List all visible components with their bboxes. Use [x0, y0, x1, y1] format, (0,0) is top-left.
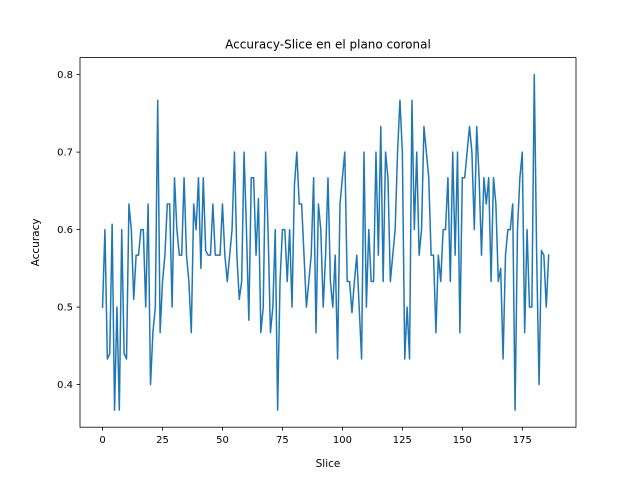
x-tick-label: 25 [156, 435, 169, 446]
y-axis: 0.4 0.5 0.6 0.7 0.8 [57, 70, 80, 391]
y-tick-label: 0.6 [57, 225, 73, 236]
x-tick-label: 75 [276, 435, 289, 446]
x-tick-label: 0 [99, 435, 105, 446]
axes-frame [79, 57, 577, 428]
plot-area [101, 73, 550, 411]
x-axis: 0 25 50 75 100 125 150 175 [99, 427, 532, 446]
x-tick-label: 175 [513, 435, 532, 446]
y-tick-label: 0.5 [57, 303, 73, 314]
y-tick-label: 0.7 [57, 148, 73, 159]
y-tick-label: 0.8 [57, 70, 73, 81]
x-tick-label: 150 [453, 435, 472, 446]
x-tick-label: 50 [216, 435, 229, 446]
x-tick-label: 100 [333, 435, 352, 446]
chart-title: Accuracy-Slice en el plano coronal [225, 38, 431, 52]
series-line-0 [101, 73, 550, 411]
y-axis-label: Accuracy [30, 218, 42, 266]
x-tick-label: 125 [393, 435, 412, 446]
y-tick-label: 0.4 [57, 380, 73, 391]
x-axis-label: Slice [316, 458, 341, 470]
